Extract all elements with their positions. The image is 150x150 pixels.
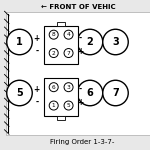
Text: -: - (79, 34, 82, 43)
Text: 5: 5 (16, 88, 23, 98)
Text: 6: 6 (52, 85, 56, 90)
Circle shape (49, 101, 58, 110)
Circle shape (7, 29, 32, 55)
Text: +: + (34, 34, 40, 43)
Text: ← FRONT OF VEHIC: ← FRONT OF VEHIC (41, 4, 115, 10)
Text: 7: 7 (112, 88, 119, 98)
Text: 4: 4 (67, 32, 70, 37)
Text: 2: 2 (52, 51, 56, 56)
Circle shape (64, 49, 73, 58)
Text: 2: 2 (87, 37, 93, 47)
Circle shape (103, 80, 128, 106)
Text: 1: 1 (16, 37, 23, 47)
Circle shape (49, 49, 58, 58)
Bar (44, 78, 78, 116)
Text: -: - (79, 85, 82, 94)
Circle shape (64, 83, 73, 92)
Text: 6: 6 (87, 88, 93, 98)
Circle shape (64, 101, 73, 110)
Bar (6, 12, 150, 135)
Bar (57, 22, 65, 26)
Circle shape (77, 29, 103, 55)
Text: -: - (35, 47, 38, 56)
Text: +: + (34, 85, 40, 94)
Text: 7: 7 (67, 51, 70, 56)
Text: 5: 5 (67, 103, 70, 108)
Circle shape (103, 29, 128, 55)
Text: 8: 8 (52, 32, 56, 37)
Text: 3: 3 (67, 85, 70, 90)
Text: Firing Order 1-3-7-: Firing Order 1-3-7- (50, 139, 115, 145)
Circle shape (49, 83, 58, 92)
Circle shape (7, 80, 32, 106)
Text: 3: 3 (112, 37, 119, 47)
Bar (57, 116, 65, 120)
Text: -: - (35, 98, 38, 107)
Bar (44, 26, 78, 64)
Text: +: + (77, 98, 83, 107)
Text: 1: 1 (52, 103, 56, 108)
Circle shape (64, 30, 73, 39)
Circle shape (49, 30, 58, 39)
Circle shape (77, 80, 103, 106)
Text: +: + (77, 47, 83, 56)
